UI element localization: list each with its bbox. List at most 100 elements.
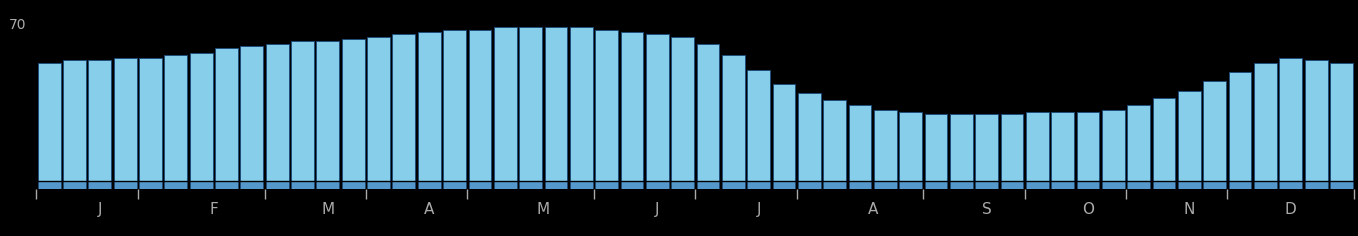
Bar [88,60,111,181]
Bar [392,181,416,189]
Bar [240,46,263,181]
Bar [139,58,162,181]
Bar [621,181,644,189]
Bar [1177,91,1200,181]
Bar [849,181,872,189]
Bar [799,93,820,181]
Bar [316,41,340,181]
Bar [164,55,187,181]
Bar [951,114,972,181]
Bar [646,34,668,181]
Bar [1077,112,1100,181]
Bar [190,181,213,189]
Bar [494,181,516,189]
Bar [190,53,213,181]
Text: A: A [424,202,435,217]
Bar [849,105,872,181]
Bar [697,44,720,181]
Bar [443,30,466,181]
Bar [1025,112,1048,181]
Bar [671,181,694,189]
Bar [291,41,314,181]
Bar [823,100,846,181]
Bar [62,60,86,181]
Text: M: M [322,202,334,217]
Bar [570,181,592,189]
Bar [316,181,340,189]
Bar [342,39,364,181]
Text: F: F [209,202,219,217]
Bar [1203,81,1226,181]
Bar [418,32,440,181]
Bar [164,181,187,189]
Text: O: O [1082,202,1095,217]
Bar [1101,181,1124,189]
Bar [1279,58,1302,181]
Bar [875,110,896,181]
Bar [240,181,263,189]
Bar [88,181,111,189]
Bar [1203,181,1226,189]
Text: J: J [756,202,760,217]
Bar [823,181,846,189]
Bar [875,181,896,189]
Text: S: S [982,202,991,217]
Text: D: D [1285,202,1297,217]
Bar [367,181,390,189]
Bar [545,27,568,181]
Bar [1229,181,1252,189]
Bar [595,30,618,181]
Bar [1329,63,1353,181]
Bar [62,181,86,189]
Bar [469,30,492,181]
Bar [1177,181,1200,189]
Bar [1051,112,1074,181]
Bar [595,181,618,189]
Bar [899,181,922,189]
Bar [1279,181,1302,189]
Bar [1001,181,1024,189]
Text: M: M [536,202,550,217]
Bar [1153,181,1176,189]
Bar [1253,181,1277,189]
Bar [215,181,238,189]
Bar [773,181,796,189]
Bar [1051,181,1074,189]
Bar [975,181,998,189]
Bar [1253,63,1277,181]
Bar [799,181,820,189]
Bar [747,181,770,189]
Bar [519,27,542,181]
Bar [1229,72,1252,181]
Bar [443,181,466,189]
Bar [899,112,922,181]
Bar [1305,60,1328,181]
Bar [545,181,568,189]
Bar [519,181,542,189]
Bar [1329,181,1353,189]
Bar [671,37,694,181]
Bar [975,114,998,181]
Bar [925,181,948,189]
Bar [1101,110,1124,181]
Bar [418,181,440,189]
Text: J: J [655,202,660,217]
Bar [114,58,137,181]
Bar [646,181,668,189]
Text: J: J [98,202,102,217]
Bar [367,37,390,181]
Bar [925,114,948,181]
Bar [1305,181,1328,189]
Bar [139,181,162,189]
Bar [1127,105,1150,181]
Bar [38,181,61,189]
Bar [266,44,289,181]
Bar [494,27,516,181]
Bar [1025,181,1048,189]
Bar [722,55,744,181]
Bar [291,181,314,189]
Bar [1127,181,1150,189]
Bar [621,32,644,181]
Bar [114,181,137,189]
Text: A: A [868,202,877,217]
